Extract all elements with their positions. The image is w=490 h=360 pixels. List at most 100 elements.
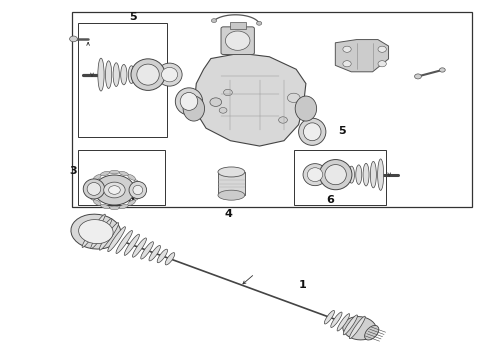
Ellipse shape: [91, 219, 112, 249]
Ellipse shape: [325, 165, 346, 185]
Circle shape: [223, 89, 232, 96]
Ellipse shape: [307, 168, 323, 181]
Ellipse shape: [128, 175, 136, 180]
Ellipse shape: [363, 163, 369, 186]
Bar: [78, 150, 165, 205]
Circle shape: [210, 98, 221, 107]
Circle shape: [343, 61, 351, 67]
Ellipse shape: [175, 88, 202, 115]
Ellipse shape: [180, 93, 198, 111]
Ellipse shape: [149, 246, 160, 261]
Bar: [294, 150, 386, 205]
Text: 4: 4: [224, 208, 232, 219]
Ellipse shape: [128, 200, 136, 206]
Ellipse shape: [94, 200, 101, 206]
Ellipse shape: [128, 66, 135, 84]
Ellipse shape: [89, 180, 95, 186]
Bar: [78, 23, 167, 137]
Ellipse shape: [165, 253, 175, 265]
Bar: [230, 22, 245, 29]
Ellipse shape: [129, 181, 147, 199]
Ellipse shape: [136, 67, 142, 82]
Ellipse shape: [225, 31, 250, 50]
Text: 1: 1: [298, 280, 306, 291]
Ellipse shape: [119, 204, 128, 209]
Ellipse shape: [157, 63, 182, 86]
Circle shape: [70, 36, 77, 42]
Ellipse shape: [110, 170, 119, 174]
Ellipse shape: [94, 175, 101, 180]
Ellipse shape: [133, 185, 143, 195]
Ellipse shape: [82, 214, 105, 247]
Ellipse shape: [348, 166, 354, 183]
Ellipse shape: [121, 64, 127, 85]
Ellipse shape: [100, 171, 110, 176]
Ellipse shape: [303, 164, 327, 186]
Ellipse shape: [116, 230, 132, 253]
Bar: [218, 172, 245, 195]
Ellipse shape: [98, 58, 104, 91]
Ellipse shape: [141, 242, 153, 259]
Ellipse shape: [136, 186, 141, 194]
FancyBboxPatch shape: [221, 27, 254, 54]
Ellipse shape: [218, 167, 245, 177]
Circle shape: [211, 19, 217, 23]
Circle shape: [378, 46, 386, 52]
Ellipse shape: [78, 220, 113, 244]
Circle shape: [109, 186, 120, 194]
Ellipse shape: [71, 214, 121, 249]
Ellipse shape: [319, 159, 352, 190]
Ellipse shape: [99, 222, 119, 250]
Ellipse shape: [365, 325, 379, 340]
Ellipse shape: [298, 118, 326, 145]
Circle shape: [298, 105, 308, 112]
Text: 6: 6: [326, 195, 334, 204]
Ellipse shape: [113, 63, 120, 86]
Bar: [72, 12, 471, 207]
Circle shape: [415, 74, 421, 79]
Ellipse shape: [83, 179, 105, 199]
Ellipse shape: [132, 238, 147, 257]
Ellipse shape: [331, 312, 342, 328]
Ellipse shape: [162, 67, 178, 82]
Ellipse shape: [337, 314, 350, 331]
Ellipse shape: [343, 316, 376, 340]
Ellipse shape: [183, 96, 204, 121]
Circle shape: [94, 175, 135, 205]
Ellipse shape: [341, 167, 347, 182]
Ellipse shape: [157, 249, 168, 263]
Circle shape: [104, 182, 125, 198]
Ellipse shape: [356, 165, 362, 184]
Ellipse shape: [100, 204, 110, 209]
Polygon shape: [335, 40, 389, 72]
Ellipse shape: [137, 64, 159, 85]
Ellipse shape: [303, 123, 321, 141]
Circle shape: [256, 21, 262, 25]
Ellipse shape: [324, 310, 335, 324]
Circle shape: [279, 117, 288, 123]
Ellipse shape: [89, 193, 95, 200]
Circle shape: [378, 61, 386, 67]
Ellipse shape: [124, 234, 140, 255]
Ellipse shape: [108, 227, 125, 252]
Circle shape: [219, 108, 227, 113]
Ellipse shape: [88, 186, 93, 194]
Ellipse shape: [131, 59, 165, 90]
Ellipse shape: [378, 159, 384, 190]
Text: 5: 5: [129, 13, 137, 22]
Ellipse shape: [134, 180, 140, 186]
Ellipse shape: [295, 96, 317, 121]
Ellipse shape: [87, 183, 101, 195]
Circle shape: [440, 68, 445, 72]
Ellipse shape: [110, 206, 119, 210]
Text: 2: 2: [117, 194, 124, 203]
Ellipse shape: [105, 61, 112, 89]
Ellipse shape: [119, 171, 128, 176]
Ellipse shape: [218, 190, 245, 200]
Ellipse shape: [134, 193, 140, 200]
Ellipse shape: [349, 316, 365, 339]
Text: 6: 6: [126, 194, 134, 203]
Polygon shape: [194, 53, 306, 146]
Text: 3: 3: [70, 166, 77, 176]
Ellipse shape: [370, 161, 376, 188]
